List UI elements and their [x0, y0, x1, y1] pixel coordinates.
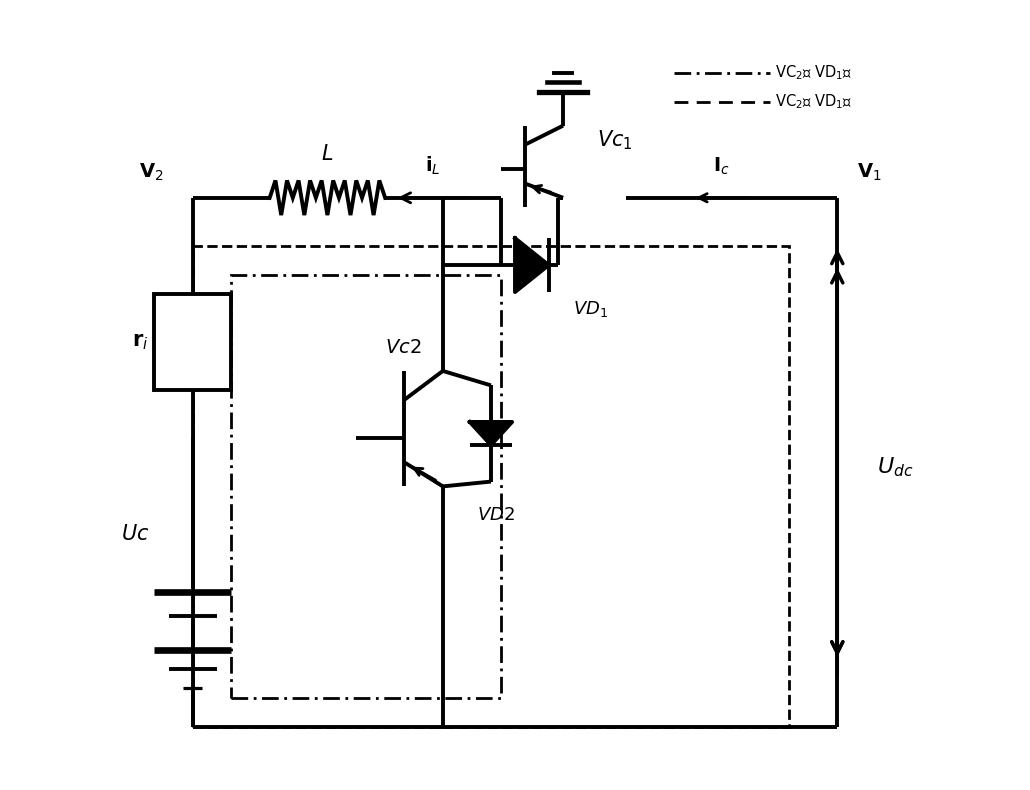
Text: $L$: $L$	[321, 144, 334, 164]
Polygon shape	[470, 422, 512, 445]
Text: $VD2$: $VD2$	[477, 506, 514, 524]
Polygon shape	[515, 239, 549, 292]
Text: $Vc2$: $Vc2$	[385, 337, 421, 356]
Text: i$_L$: i$_L$	[425, 154, 441, 177]
Text: r$_i$: r$_i$	[132, 332, 148, 352]
Text: $U_{dc}$: $U_{dc}$	[877, 455, 914, 479]
Text: VC$_2$通 VD$_1$断: VC$_2$通 VD$_1$断	[775, 63, 852, 82]
Text: V$_1$: V$_1$	[857, 162, 882, 183]
Text: I$_c$: I$_c$	[714, 156, 730, 177]
Bar	[193, 246, 789, 727]
Bar	[154, 294, 231, 390]
Bar	[231, 275, 501, 698]
Text: $VD_1$: $VD_1$	[573, 299, 608, 319]
Text: V$_2$: V$_2$	[139, 162, 164, 183]
Text: $Vc_1$: $Vc_1$	[596, 128, 632, 152]
Text: VC$_2$断 VD$_1$通: VC$_2$断 VD$_1$通	[775, 92, 852, 111]
Text: $Uc$: $Uc$	[121, 525, 149, 544]
